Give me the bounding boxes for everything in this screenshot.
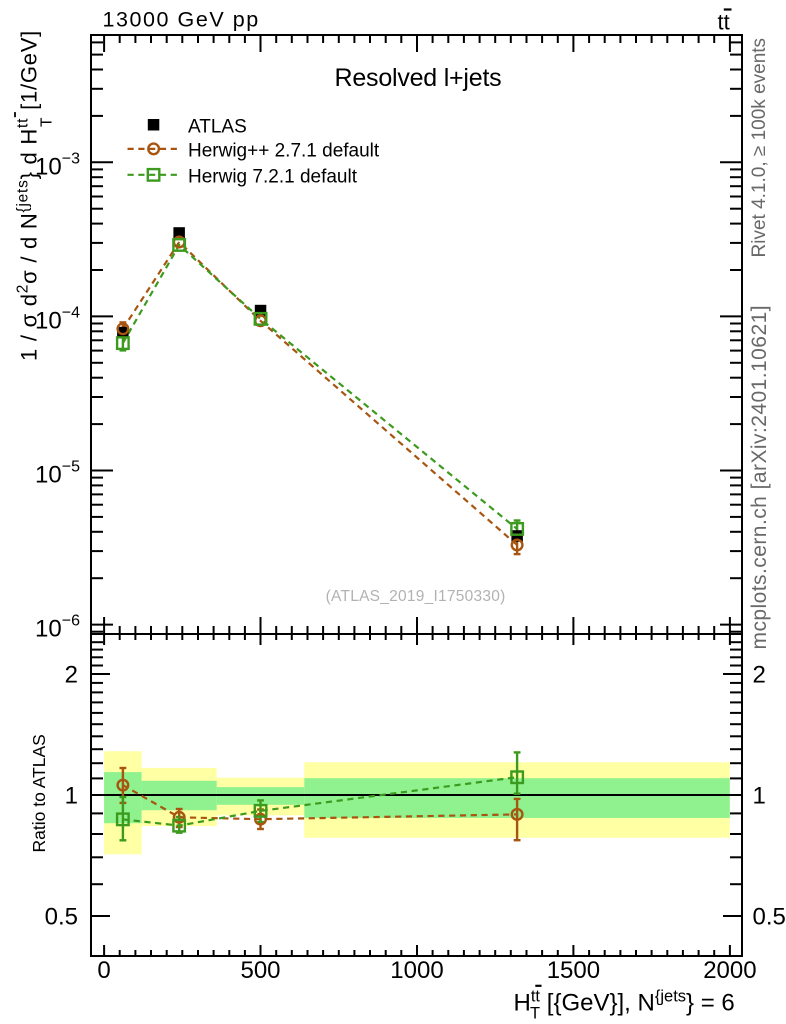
svg-text:Herwig 7.2.1 default: Herwig 7.2.1 default — [188, 166, 358, 187]
svg-text:2: 2 — [753, 662, 766, 689]
svg-text:1: 1 — [65, 783, 78, 810]
svg-text:tt: tt — [718, 10, 730, 35]
svg-text:0.5: 0.5 — [45, 904, 78, 931]
svg-text:Resolved l+jets: Resolved l+jets — [335, 64, 502, 92]
svg-text:ATLAS: ATLAS — [188, 116, 247, 137]
svg-text:2000: 2000 — [703, 957, 756, 984]
svg-text:(ATLAS_2019_I1750330): (ATLAS_2019_I1750330) — [326, 588, 506, 605]
svg-text:Ratio to ATLAS: Ratio to ATLAS — [29, 734, 49, 852]
svg-text:1500: 1500 — [547, 957, 600, 984]
svg-text:mcplots.cern.ch [arXiv:2401.10: mcplots.cern.ch [arXiv:2401.10621] — [748, 305, 771, 649]
svg-text:500: 500 — [240, 957, 280, 984]
svg-text:0: 0 — [97, 957, 110, 984]
svg-text:Rivet 4.1.0, ≥ 100k events: Rivet 4.1.0, ≥ 100k events — [749, 38, 770, 258]
svg-text:0.5: 0.5 — [753, 904, 786, 931]
svg-text:2: 2 — [65, 662, 78, 689]
svg-text:Herwig++ 2.7.1 default: Herwig++ 2.7.1 default — [188, 140, 380, 161]
svg-text:13000 GeV pp: 13000 GeV pp — [103, 8, 260, 32]
svg-text:1: 1 — [753, 783, 766, 810]
svg-text:1000: 1000 — [390, 957, 443, 984]
